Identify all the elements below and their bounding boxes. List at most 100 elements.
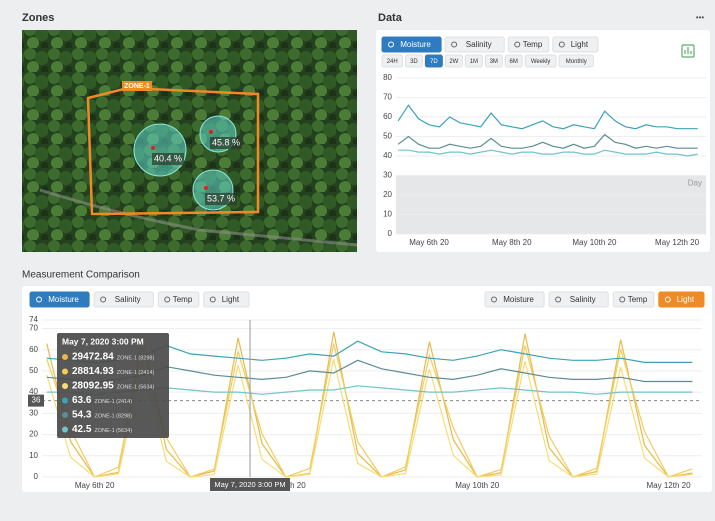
tab-button[interactable]: [424, 54, 443, 68]
tab-label: Temp: [173, 295, 193, 304]
tooltip-dot: [62, 397, 68, 404]
x-tick-label: May 12th 20: [655, 238, 700, 247]
tooltip-name: ZONE-1 (2414): [117, 370, 155, 376]
tab-label: 6M: [510, 59, 518, 65]
y-tick-label: 0: [388, 229, 393, 238]
day-band: [396, 175, 706, 234]
crosshair-label: May 7, 2020 3:00 PM: [214, 480, 285, 489]
tooltip-value: 54.3: [72, 410, 92, 421]
y-tick-label: 10: [29, 451, 38, 460]
tab-button[interactable]: [507, 36, 550, 53]
tab-label: Moisture: [400, 40, 431, 49]
sensor-label-bg: [152, 153, 184, 165]
tab-button[interactable]: [552, 36, 599, 53]
tab-icon: [451, 41, 458, 48]
chart-icon[interactable]: [681, 44, 695, 58]
tooltip-dot: [62, 368, 68, 375]
y-tick-label: 30: [383, 171, 392, 180]
tab-icon: [388, 41, 394, 48]
tab-icon: [514, 41, 521, 48]
tooltip-dot: [62, 412, 68, 418]
tab-button[interactable]: [658, 291, 705, 308]
tab-button[interactable]: [203, 291, 250, 308]
x-tick-label: May 10th 20: [455, 481, 500, 490]
series-line: [398, 149, 698, 157]
data-title: Data: [378, 12, 403, 24]
crosshair-tag: [210, 478, 291, 491]
tab-label: 3D: [410, 59, 418, 65]
tab-button[interactable]: [381, 36, 442, 53]
comparison-panel: [22, 286, 712, 492]
tab-button[interactable]: [29, 291, 90, 308]
y-tick-label: 60: [29, 345, 38, 354]
tooltip-dot: [62, 354, 68, 360]
y-tick-label: 80: [383, 73, 392, 82]
tab-icon: [164, 296, 171, 303]
tab-button[interactable]: [548, 291, 609, 308]
tab-button[interactable]: [504, 54, 523, 68]
tab-label: 24H: [387, 59, 398, 65]
tab-button[interactable]: [157, 291, 200, 308]
tab-button[interactable]: [381, 54, 403, 68]
reference-tag: [28, 394, 44, 407]
reference-label: 36: [32, 396, 41, 405]
tab-icon: [619, 296, 626, 303]
tooltip: [57, 333, 169, 438]
tooltip-dot: [62, 426, 68, 433]
zone-label: ZONE-1: [124, 83, 150, 90]
series-line: [397, 133, 698, 149]
zone-tag: [122, 81, 152, 91]
tab-label: Light: [222, 295, 240, 304]
tab-icon: [491, 296, 497, 303]
map: [22, 30, 357, 252]
tab-label: 1M: [470, 59, 478, 65]
tab-button[interactable]: [444, 36, 505, 53]
y-tick-label: 70: [383, 93, 392, 102]
tab-button[interactable]: [444, 54, 463, 68]
tab-button[interactable]: [484, 291, 545, 308]
tab-button[interactable]: [464, 54, 483, 68]
y-tick-label: 0: [34, 472, 39, 481]
y-tick-label: 20: [29, 430, 38, 439]
y-tick-label: 20: [383, 190, 392, 199]
tooltip-name: ZONE-1 (8298): [94, 413, 132, 419]
tab-button[interactable]: [558, 54, 594, 68]
tab-label: Light: [571, 40, 589, 49]
sensor-dot: [209, 130, 213, 134]
tab-icon: [664, 296, 671, 303]
tab-label: Weekly: [531, 59, 551, 65]
tab-label: 3M: [490, 59, 498, 65]
x-tick-label: May 8th 20: [492, 238, 532, 247]
tab-icon: [555, 296, 562, 303]
y-tick-label: 40: [29, 387, 38, 396]
tab-label: Salinity: [570, 295, 596, 304]
tooltip-value: 29472.84: [72, 352, 114, 363]
sensor-label-bg: [205, 193, 237, 205]
series-line: [397, 104, 698, 130]
tab-label: 2W: [449, 59, 458, 65]
zone-outline: [86, 86, 260, 216]
x-tick-label: May 6th 20: [409, 238, 449, 247]
sensor-label: 53.7 %: [207, 193, 235, 203]
tooltip-value: 63.6: [72, 395, 92, 406]
tab-label: Moisture: [503, 295, 534, 304]
tooltip-value: 28092.95: [72, 381, 114, 392]
tab-button[interactable]: [404, 54, 423, 68]
tooltip-title: May 7, 2020 3:00 PM: [62, 336, 144, 346]
tab-button[interactable]: [484, 54, 503, 68]
tab-icon: [558, 41, 565, 48]
tooltip-value: 42.5: [72, 424, 92, 435]
tab-icon: [209, 296, 216, 303]
y-tick-label: 50: [383, 132, 392, 141]
tab-icon: [36, 296, 42, 303]
sensor-label: 40.4 %: [154, 153, 182, 163]
tab-button[interactable]: [612, 291, 655, 308]
menu[interactable]: •••: [696, 13, 705, 22]
tab-label: Monthly: [566, 59, 587, 65]
y-tick-label: 10: [383, 210, 392, 219]
tab-button[interactable]: [524, 54, 557, 68]
sensor-area: [133, 123, 187, 177]
tab-button[interactable]: [93, 291, 154, 308]
